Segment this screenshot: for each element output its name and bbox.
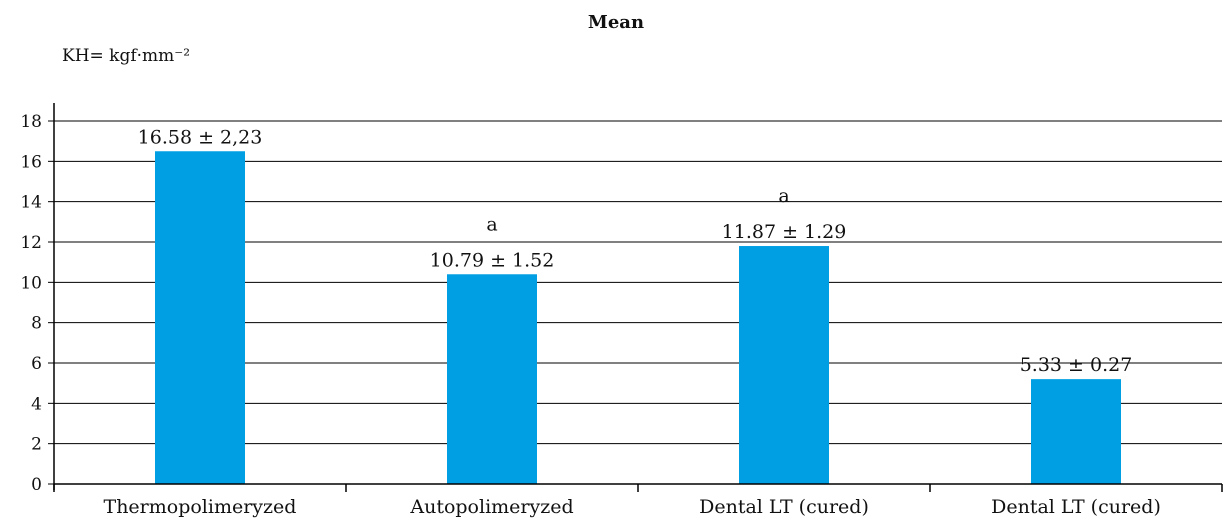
y-tick-label: 0 (31, 475, 42, 495)
bar (1031, 379, 1121, 484)
y-tick-label: 8 (31, 314, 42, 334)
chart-title: Mean (587, 12, 645, 33)
significance-mark: a (778, 185, 789, 207)
significance-mark: a (486, 213, 497, 235)
x-tick-label: Autopolimeryzed (409, 496, 573, 518)
data-label: 5.33 ± 0.27 (1020, 354, 1133, 376)
y-tick-label: 10 (20, 273, 42, 293)
gridlines (54, 120, 1222, 445)
y-tick-label: 12 (20, 233, 42, 253)
bar (447, 274, 537, 484)
y-tick-label: 2 (31, 435, 42, 455)
data-label: 10.79 ± 1.52 (430, 249, 555, 271)
y-tick-label: 14 (20, 193, 42, 213)
x-tick-label: Dental LT (cured) (991, 496, 1161, 518)
data-label: 16.58 ± 2,23 (138, 126, 263, 148)
data-label: 11.87 ± 1.29 (722, 221, 847, 243)
axes (48, 103, 1223, 492)
bar (739, 246, 829, 484)
bar (155, 151, 245, 484)
labels: 0 2 4 6 8 10 12 14 16 18 16.58 ± 2,23 Thermopolimer… (20, 112, 1161, 518)
unit-label: KH= kgf·mm⁻² (62, 46, 191, 66)
y-tick-label: 6 (31, 354, 42, 374)
x-tick-label: Thermopolimeryzed (104, 496, 297, 518)
y-tick-label: 16 (20, 152, 42, 172)
y-tick-label: 18 (20, 112, 42, 132)
x-tick-label: Dental LT (cured) (699, 496, 869, 518)
bars (155, 151, 1121, 484)
y-tick-label: 4 (31, 394, 42, 414)
